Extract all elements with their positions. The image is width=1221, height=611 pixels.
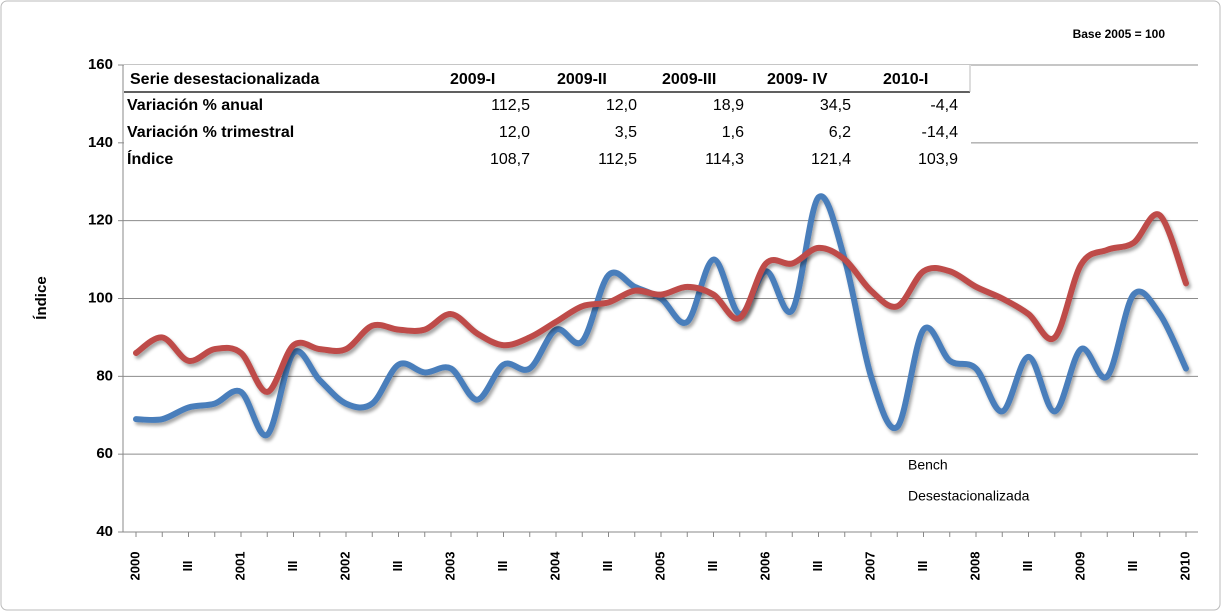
table-header: 2009-I bbox=[450, 71, 495, 88]
x-tick-label: III bbox=[285, 561, 300, 572]
table-cell: 114,3 bbox=[705, 151, 744, 168]
table-header: 2009-II bbox=[557, 71, 607, 88]
y-tick-label: 100 bbox=[88, 289, 113, 306]
x-tick-label: 2000 bbox=[127, 552, 142, 581]
table-cell: 34,5 bbox=[820, 97, 851, 114]
x-tick-label: III bbox=[810, 561, 825, 572]
table-row-label: Índice bbox=[127, 149, 173, 168]
x-tick-label: 2005 bbox=[652, 552, 667, 581]
table-cell: 12,0 bbox=[499, 124, 530, 141]
table-cell: 18,9 bbox=[713, 97, 744, 114]
y-tick-label: 140 bbox=[88, 134, 113, 151]
y-tick-label: 40 bbox=[96, 523, 113, 540]
x-tick-label: III bbox=[915, 561, 930, 572]
table-cell: 108,7 bbox=[490, 151, 530, 168]
table-row-label: Variación % trimestral bbox=[127, 124, 294, 141]
y-axis-label: Índice bbox=[33, 276, 50, 319]
table-cell: 3,5 bbox=[615, 124, 637, 141]
x-tick-label: III bbox=[495, 561, 510, 572]
series-line bbox=[133, 211, 1189, 395]
table-cell: 121,4 bbox=[811, 151, 851, 168]
table-header: 2010-I bbox=[883, 71, 928, 88]
table-row-label: Variación % anual bbox=[127, 97, 263, 114]
x-tick-label: 2008 bbox=[967, 552, 982, 581]
table-cell: -4,4 bbox=[930, 97, 958, 114]
x-tick-label: 2001 bbox=[232, 552, 247, 581]
x-tick-label: III bbox=[390, 561, 405, 572]
x-tick-label: 2002 bbox=[337, 552, 352, 581]
table-cell: 103,9 bbox=[918, 151, 958, 168]
table-cell: 112,5 bbox=[491, 97, 530, 114]
y-tick-label: 60 bbox=[96, 445, 113, 462]
table-cell: 6,2 bbox=[829, 124, 851, 141]
legend-label: Bench bbox=[908, 457, 948, 473]
y-tick-label: 160 bbox=[88, 56, 113, 73]
y-tick-label: 80 bbox=[96, 367, 113, 384]
annotation: Base 2005 = 100 bbox=[1073, 27, 1166, 41]
table-header: Serie desestacionalizada bbox=[130, 71, 320, 88]
legend-label: Desestacionalizada bbox=[908, 488, 1030, 504]
x-tick-label: III bbox=[1125, 561, 1140, 572]
table-header: 2009- IV bbox=[767, 71, 828, 88]
table-cell: 112,5 bbox=[598, 151, 637, 168]
table-cell: -14,4 bbox=[922, 124, 959, 141]
table-cell: 12,0 bbox=[606, 97, 637, 114]
x-tick-label: 2003 bbox=[442, 552, 457, 581]
series-line bbox=[133, 193, 1189, 439]
x-tick-label: 2009 bbox=[1072, 552, 1087, 581]
x-tick-label: III bbox=[180, 561, 195, 572]
x-tick-label: 2010 bbox=[1177, 552, 1192, 581]
x-tick-label: III bbox=[1020, 561, 1035, 572]
table-cell: 1,6 bbox=[722, 124, 744, 141]
x-tick-label: III bbox=[600, 561, 615, 572]
table-header: 2009-III bbox=[662, 71, 716, 88]
x-tick-label: 2006 bbox=[757, 552, 772, 581]
x-tick-label: III bbox=[705, 561, 720, 572]
x-tick-label: 2007 bbox=[862, 552, 877, 581]
y-tick-label: 120 bbox=[88, 212, 113, 229]
table-background bbox=[124, 65, 971, 173]
x-tick-label: 2004 bbox=[547, 551, 562, 581]
